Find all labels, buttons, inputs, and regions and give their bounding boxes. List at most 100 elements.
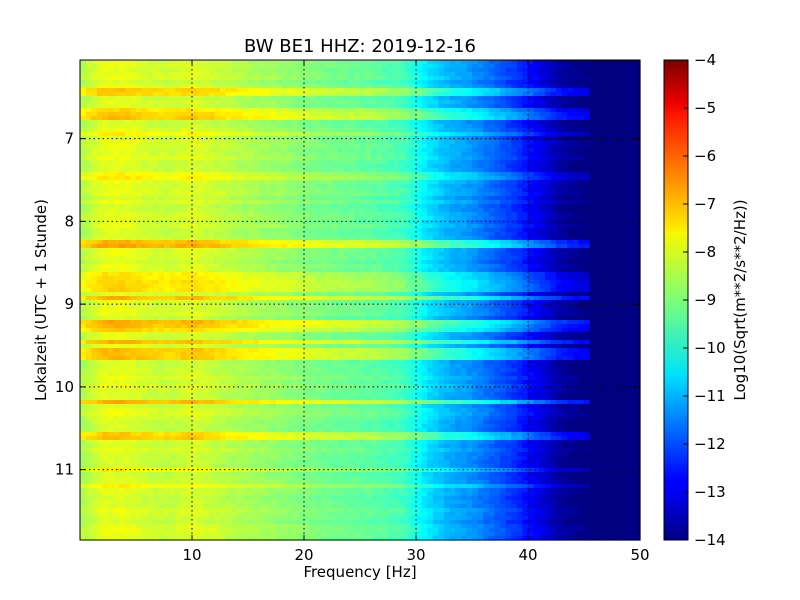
heatmap-cell xyxy=(354,228,361,233)
heatmap-cell xyxy=(634,128,641,133)
heatmap-cell xyxy=(320,76,327,81)
heatmap-cell xyxy=(427,184,434,189)
heatmap-cell xyxy=(348,212,355,217)
heatmap-cell xyxy=(589,128,596,133)
heatmap-cell xyxy=(253,196,260,201)
heatmap-cell xyxy=(460,240,467,245)
heatmap-cell xyxy=(169,128,176,133)
heatmap-cell xyxy=(572,72,579,77)
heatmap-cell xyxy=(136,120,143,125)
heatmap-cell xyxy=(298,148,305,153)
heatmap-cell xyxy=(623,128,630,133)
heatmap-cell xyxy=(298,236,305,241)
heatmap-cell xyxy=(281,104,288,109)
heatmap-cell xyxy=(483,236,490,241)
heatmap-cell xyxy=(533,164,540,169)
heatmap-cell xyxy=(264,192,271,197)
heatmap-cell xyxy=(147,252,154,257)
heatmap-cell xyxy=(326,248,333,253)
heatmap-cell xyxy=(124,248,131,253)
heatmap-cell xyxy=(376,224,383,229)
heatmap-cell xyxy=(298,88,305,93)
heatmap-cell xyxy=(298,120,305,125)
heatmap-cell xyxy=(572,156,579,161)
heatmap-cell xyxy=(242,164,249,169)
heatmap-cell xyxy=(416,96,423,101)
heatmap-cell xyxy=(589,192,596,197)
heatmap-cell xyxy=(225,140,232,145)
heatmap-cell xyxy=(141,64,148,69)
heatmap-cell xyxy=(410,96,417,101)
heatmap-cell xyxy=(567,200,574,205)
heatmap-cell xyxy=(572,204,579,209)
heatmap-cell xyxy=(136,216,143,221)
heatmap-cell xyxy=(522,240,529,245)
heatmap-cell xyxy=(147,176,154,181)
heatmap-cell xyxy=(500,236,507,241)
heatmap-cell xyxy=(533,196,540,201)
heatmap-cell xyxy=(270,236,277,241)
heatmap-cell xyxy=(320,224,327,229)
heatmap-cell xyxy=(96,188,103,193)
heatmap-cell xyxy=(567,204,574,209)
heatmap-cell xyxy=(304,60,311,65)
heatmap-cell xyxy=(242,180,249,185)
heatmap-cell xyxy=(164,196,171,201)
heatmap-cell xyxy=(371,220,378,225)
heatmap-cell xyxy=(617,172,624,177)
heatmap-cell xyxy=(113,80,120,85)
heatmap-cell xyxy=(180,204,187,209)
heatmap-cell xyxy=(124,176,131,181)
heatmap-cell xyxy=(360,184,367,189)
heatmap-cell xyxy=(572,176,579,181)
heatmap-cell xyxy=(449,84,456,89)
heatmap-cell xyxy=(169,208,176,213)
heatmap-cell xyxy=(348,156,355,161)
heatmap-cell xyxy=(264,252,271,257)
heatmap-cell xyxy=(550,156,557,161)
heatmap-cell xyxy=(169,232,176,237)
heatmap-cell xyxy=(432,132,439,137)
heatmap-cell xyxy=(522,120,529,125)
heatmap-cell xyxy=(365,172,372,177)
heatmap-cell xyxy=(231,224,238,229)
heatmap-cell xyxy=(197,168,204,173)
heatmap-cell xyxy=(164,148,171,153)
heatmap-cell xyxy=(360,200,367,205)
heatmap-cell xyxy=(623,64,630,69)
heatmap-cell xyxy=(287,168,294,173)
heatmap-cell xyxy=(292,132,299,137)
heatmap-cell xyxy=(102,192,109,197)
heatmap-cell xyxy=(102,188,109,193)
heatmap-cell xyxy=(584,160,591,165)
heatmap-cell xyxy=(236,124,243,129)
heatmap-cell xyxy=(600,96,607,101)
heatmap-cell xyxy=(432,164,439,169)
heatmap-cell xyxy=(382,232,389,237)
heatmap-cell xyxy=(203,152,210,157)
heatmap-cell xyxy=(253,156,260,161)
heatmap-cell xyxy=(208,80,215,85)
heatmap-cell xyxy=(320,132,327,137)
heatmap-cell xyxy=(80,212,87,217)
heatmap-cell xyxy=(136,60,143,65)
heatmap-cell xyxy=(180,184,187,189)
heatmap-cell xyxy=(606,148,613,153)
heatmap-cell xyxy=(337,148,344,153)
heatmap-cell xyxy=(136,208,143,213)
heatmap-cell xyxy=(533,144,540,149)
heatmap-cell xyxy=(444,248,451,253)
heatmap-cell xyxy=(365,152,372,157)
heatmap-cell xyxy=(214,216,221,221)
heatmap-cell xyxy=(147,256,154,261)
heatmap-cell xyxy=(96,236,103,241)
heatmap-cell xyxy=(320,164,327,169)
heatmap-cell xyxy=(516,188,523,193)
heatmap-cell xyxy=(376,80,383,85)
heatmap-cell xyxy=(175,148,182,153)
heatmap-cell xyxy=(203,80,210,85)
heatmap-cell xyxy=(332,76,339,81)
heatmap-cell xyxy=(141,76,148,81)
heatmap-cell xyxy=(309,72,316,77)
heatmap-cell xyxy=(253,256,260,261)
